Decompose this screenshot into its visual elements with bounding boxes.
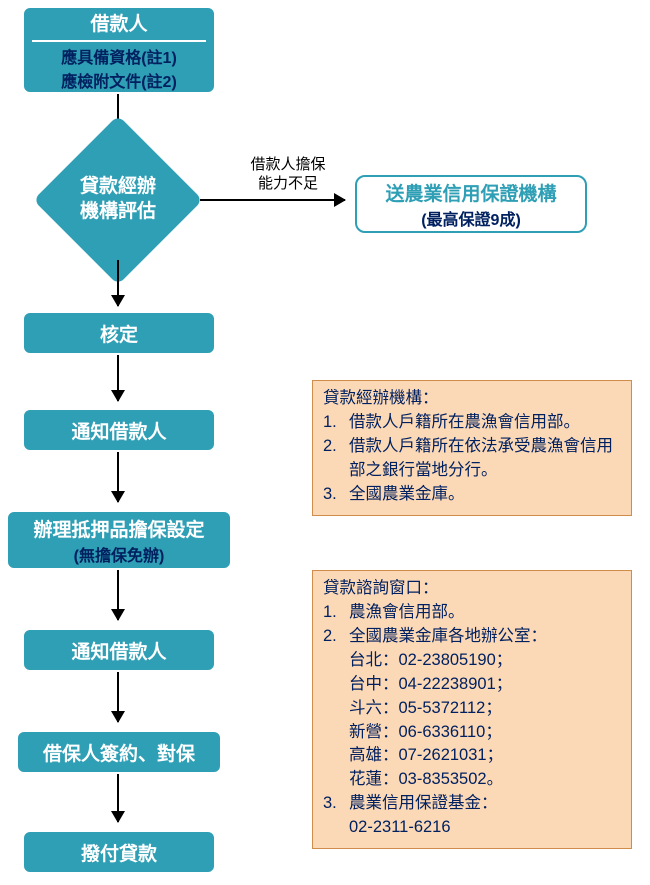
node-guarantee-sub: (最高保證9成) — [421, 206, 521, 230]
panel-contacts-list: 1.農漁會信用部。 2.全國農業金庫各地辦公室： — [323, 601, 621, 649]
arrow-e5 — [117, 570, 119, 620]
office-line: 台北：02-23805190； — [323, 649, 621, 673]
node-evaluate: 貸款經辦 機構評估 — [28, 140, 208, 260]
node-guarantee-title: 送農業信用保證機構 — [385, 179, 556, 206]
node-collateral: 辦理抵押品擔保設定 (無擔保免辦) — [8, 512, 230, 568]
panel2-item3-l1: 農業信用保證基金： — [349, 792, 498, 816]
arrow-eh — [200, 199, 345, 201]
node-evaluate-l1: 貸款經辦 — [80, 175, 156, 200]
node-notify-2-title: 通知借款人 — [71, 637, 166, 664]
panel1-item1: 借款人戶籍所在農漁會信用部。 — [349, 411, 580, 435]
panel-contacts: 貸款諮詢窗口： 1.農漁會信用部。 2.全國農業金庫各地辦公室： 台北：02-2… — [312, 570, 632, 849]
node-notify-1-title: 通知借款人 — [71, 417, 166, 444]
panel2-item3-l2: 02-2311-6216 — [323, 816, 621, 840]
arrow-e7 — [117, 774, 119, 822]
panel2-item1: 農漁會信用部。 — [349, 601, 465, 625]
list-item: 3.全國農業金庫。 — [323, 483, 621, 507]
arrow-eh-label-l1: 借款人擔保 — [250, 156, 325, 173]
arrow-e6 — [117, 672, 119, 722]
node-collateral-sub: (無擔保免辦) — [74, 542, 165, 566]
node-sign-title: 借保人簽約、對保 — [43, 739, 195, 766]
node-collateral-title: 辦理抵押品擔保設定 — [33, 515, 204, 542]
list-item: 2.借款人戶籍所在依法承受農漁會信用部之銀行當地分行。 — [323, 435, 621, 483]
node-disburse-title: 撥付貸款 — [81, 839, 157, 866]
panel1-item3: 全國農業金庫。 — [349, 483, 465, 507]
node-approve-title: 核定 — [100, 320, 138, 347]
node-sign: 借保人簽約、對保 — [18, 732, 220, 772]
arrow-e3 — [117, 355, 119, 401]
office-line: 高雄：07-2621031； — [323, 744, 621, 768]
panel-agencies-list: 1.借款人戶籍所在農漁會信用部。 2.借款人戶籍所在依法承受農漁會信用部之銀行當… — [323, 411, 621, 507]
office-line: 新營：06-6336110； — [323, 721, 621, 745]
node-guarantee-agency: 送農業信用保證機構 (最高保證9成) — [355, 175, 587, 233]
office-line: 台中：04-22238901； — [323, 673, 621, 697]
list-item: 1.借款人戶籍所在農漁會信用部。 — [323, 411, 621, 435]
node-borrower-sub1: 應具備資格(註1) — [61, 44, 177, 68]
arrow-e4 — [117, 452, 119, 502]
node-notify-2: 通知借款人 — [24, 630, 214, 670]
arrow-e2 — [117, 260, 119, 306]
list-item: 2.全國農業金庫各地辦公室： — [323, 625, 621, 649]
node-borrower-title: 借款人 — [90, 9, 147, 36]
list-item: 1.農漁會信用部。 — [323, 601, 621, 625]
node-notify-1: 通知借款人 — [24, 410, 214, 450]
flowchart-canvas: 借款人 應具備資格(註1) 應檢附文件(註2) 貸款經辦 機構評估 借款人擔保 … — [0, 0, 650, 885]
arrow-eh-label-l2: 能力不足 — [258, 175, 318, 192]
office-line: 斗六：05-5372112； — [323, 697, 621, 721]
node-evaluate-l2: 機構評估 — [80, 200, 156, 225]
panel-agencies-title: 貸款經辦機構： — [323, 387, 621, 411]
panel-contacts-title: 貸款諮詢窗口： — [323, 577, 621, 601]
node-borrower: 借款人 應具備資格(註1) 應檢附文件(註2) — [24, 8, 214, 92]
arrow-eh-label: 借款人擔保 能力不足 — [238, 156, 338, 194]
list-item: 3.農業信用保證基金： — [323, 792, 621, 816]
panel-agencies: 貸款經辦機構： 1.借款人戶籍所在農漁會信用部。 2.借款人戶籍所在依法承受農漁… — [312, 380, 632, 516]
panel1-item2: 借款人戶籍所在依法承受農漁會信用部之銀行當地分行。 — [349, 435, 621, 483]
node-approve: 核定 — [24, 313, 214, 353]
panel-contacts-list-2: 3.農業信用保證基金： — [323, 792, 621, 816]
office-line: 花蓮：03-8353502。 — [323, 768, 621, 792]
node-disburse: 撥付貸款 — [24, 832, 214, 872]
panel2-item2-head: 全國農業金庫各地辦公室： — [349, 625, 547, 649]
node-borrower-divider — [32, 40, 206, 42]
node-borrower-sub2: 應檢附文件(註2) — [61, 68, 177, 92]
node-evaluate-text: 貸款經辦 機構評估 — [28, 140, 208, 260]
